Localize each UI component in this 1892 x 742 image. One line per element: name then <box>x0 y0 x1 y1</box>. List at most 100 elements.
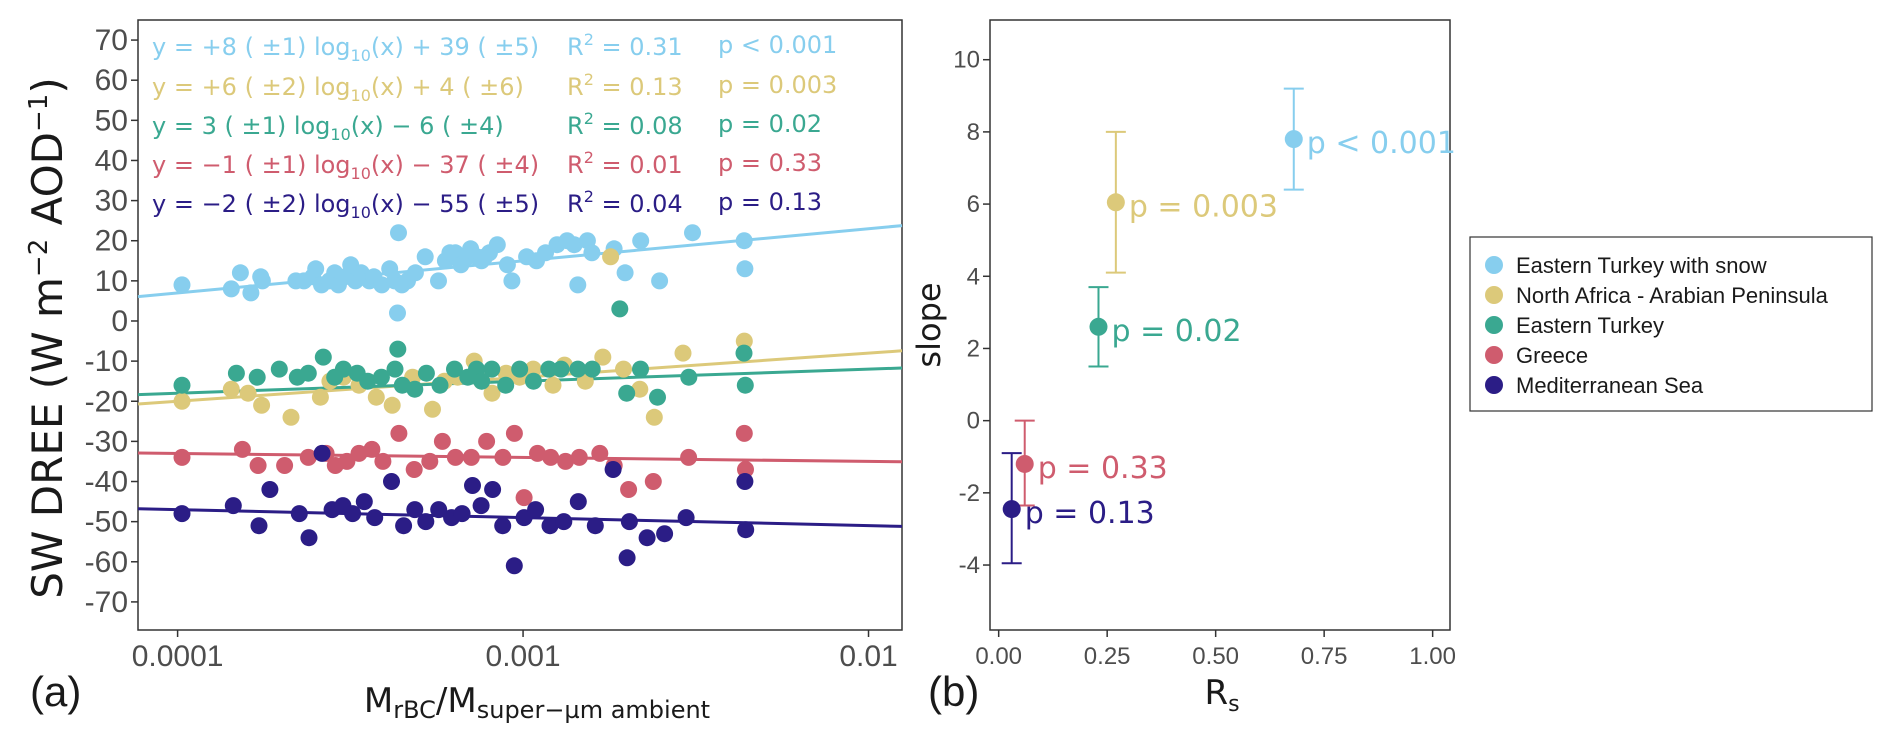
data-point-east_snow <box>373 276 391 294</box>
data-point-na_arabia <box>631 380 649 398</box>
data-point-na_arabia <box>173 392 191 410</box>
data-point-med_sea <box>313 444 331 462</box>
data-point-east_snow <box>651 272 669 290</box>
panel-b-y-axis-label: slope <box>910 282 948 367</box>
regression-equation: y = −2 ( ±2) log10(x) − 55 ( ±5) <box>152 190 539 222</box>
data-point-east_snow <box>222 280 240 298</box>
data-point-greece <box>591 444 609 462</box>
data-point-na_arabia <box>311 388 329 406</box>
data-point-east_turkey <box>497 376 515 394</box>
data-point-east_turkey <box>583 360 601 378</box>
data-point-greece <box>363 440 381 458</box>
data-point-na_arabia <box>239 384 257 402</box>
data-point-med_sea <box>569 493 587 511</box>
data-point-na_arabia <box>383 396 401 414</box>
panel-a-x-axis-label: MrBC/Msuper−µm ambient <box>364 681 710 724</box>
x-tick-label: 0.00 <box>975 643 1022 670</box>
data-point-east_snow <box>242 284 260 302</box>
slope-point <box>1089 317 1108 336</box>
data-point-med_sea <box>472 497 490 515</box>
data-point-na_arabia <box>735 332 753 350</box>
data-point-na_arabia <box>674 344 692 362</box>
data-point-na_arabia <box>524 360 542 378</box>
regression-equation: y = −1 ( ±1) log10(x) − 37 ( ±4) <box>152 151 539 183</box>
data-point-na_arabia <box>483 384 501 402</box>
data-point-east_snow <box>735 232 753 250</box>
data-point-med_sea <box>355 493 373 511</box>
y-tick-label: 10 <box>953 47 980 74</box>
data-point-greece <box>338 452 356 470</box>
p-value-label: p = 0.13 <box>1025 496 1155 531</box>
data-point-med_sea <box>656 525 674 543</box>
panel-a-points <box>173 224 755 575</box>
y-tick-label: 6 <box>967 191 980 218</box>
data-point-med_sea <box>366 509 384 527</box>
data-point-med_sea <box>505 557 523 575</box>
r-squared-value: R2 = 0.13 <box>567 70 683 101</box>
data-point-na_arabia <box>544 376 562 394</box>
data-point-east_turkey <box>540 360 558 378</box>
x-tick-label: 0.25 <box>1084 643 1131 670</box>
data-point-greece <box>529 444 546 462</box>
data-point-east_snow <box>253 272 271 290</box>
data-point-med_sea <box>250 517 268 535</box>
panel-b-x-axis-label: Rs <box>1204 673 1239 717</box>
data-point-east_turkey <box>735 344 753 362</box>
p-value-label: p < 0.001 <box>1307 126 1456 161</box>
panel-b-label: (b) <box>928 668 979 715</box>
data-point-east_turkey <box>552 360 570 378</box>
panel-a-x-ticks: 0.0001 0.001 0.01 <box>132 630 898 673</box>
regression-equation: y = +6 ( ±2) log10(x) + 4 ( ±6) <box>152 73 524 105</box>
r-squared-value: R2 = 0.04 <box>567 187 683 218</box>
data-point-med_sea <box>344 505 362 523</box>
data-point-east_turkey <box>248 368 266 386</box>
panel-a-regression-annotations: y = +8 ( ±1) log10(x) + 39 ( ±5) R2 = 0.3… <box>152 30 837 222</box>
data-point-na_arabia <box>424 400 441 418</box>
y-tick-label: 0 <box>111 305 128 338</box>
data-point-east_turkey <box>446 360 463 378</box>
y-tick-label: 0 <box>967 408 980 435</box>
data-point-med_sea <box>541 517 559 535</box>
data-point-east_turkey <box>736 376 754 394</box>
data-point-greece <box>173 448 191 466</box>
data-point-na_arabia <box>367 388 385 406</box>
legend: Eastern Turkey with snow North Africa - A… <box>1469 236 1873 412</box>
y-tick-label: -60 <box>85 546 128 579</box>
data-point-east_snow <box>736 260 754 278</box>
data-point-east_snow <box>569 276 587 294</box>
data-point-east_turkey <box>511 360 529 378</box>
data-point-east_snow <box>565 236 583 254</box>
data-point-east_turkey <box>618 384 636 402</box>
data-point-east_turkey <box>680 368 698 386</box>
data-point-east_turkey <box>386 360 404 378</box>
data-point-med_sea <box>527 501 545 519</box>
data-point-east_snow <box>416 248 434 266</box>
data-point-med_sea <box>555 513 573 531</box>
data-point-greece <box>350 444 368 462</box>
panel-a-y-ticks: 70 60 50 40 30 20 10 0 -10 -20 -30 -40 -50 -60 -70 <box>85 24 138 619</box>
data-point-med_sea <box>484 481 502 498</box>
data-point-greece <box>644 473 662 490</box>
panel-b-points: p < 0.001 p = 0.003 p = 0.02 p = 0.33 p = 0.… <box>1001 87 1456 565</box>
legend-entry: Greece <box>1516 343 1588 368</box>
data-point-greece <box>620 481 638 498</box>
r-squared-value: R2 = 0.01 <box>567 148 683 179</box>
data-point-med_sea <box>677 509 695 527</box>
data-point-east_snow <box>488 236 506 254</box>
data-point-greece <box>505 424 523 442</box>
data-point-med_sea <box>586 517 604 535</box>
data-point-na_arabia <box>645 408 663 426</box>
data-point-east_snow <box>632 232 650 250</box>
data-point-med_sea <box>604 461 622 478</box>
data-point-na_arabia <box>602 248 620 266</box>
data-point-east_snow <box>583 244 601 262</box>
data-point-east_snow <box>498 256 516 274</box>
legend-frame <box>1469 236 1873 412</box>
p-value-label: p = 0.003 <box>1129 189 1278 224</box>
y-tick-label: -40 <box>85 466 128 499</box>
slope-point <box>1015 454 1034 473</box>
data-point-med_sea <box>300 529 318 547</box>
panel-b-frame <box>989 19 1451 631</box>
data-point-greece <box>249 457 267 474</box>
